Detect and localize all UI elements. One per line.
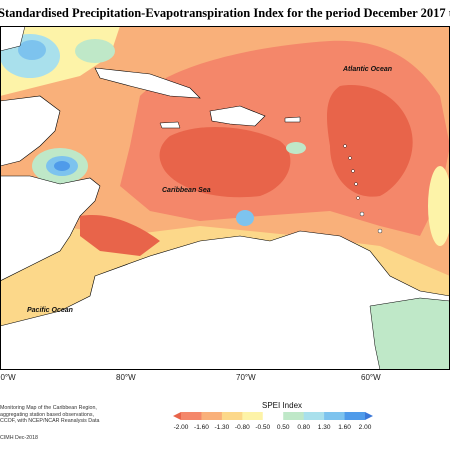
legend-swatch (283, 412, 304, 420)
spei-field-wettest-honduras (54, 161, 70, 171)
land-south-america (0, 230, 450, 370)
credit-line-3: CCOF, with NCEP/NCAR Reanalysis Data (0, 418, 100, 424)
legend-swatch (262, 412, 284, 420)
label-caribbean-sea: Caribbean Sea (162, 187, 211, 194)
longitude-label-60w: 60°W (361, 373, 381, 382)
credit-line-5: CIMH Dec-2018 (0, 435, 38, 441)
legend-swatch (181, 412, 202, 420)
legend-tick-label: -2.00 (173, 424, 189, 431)
land-cuba (94, 67, 201, 99)
legend-swatch (365, 412, 373, 420)
spei-field-wet-bahamas (75, 39, 115, 63)
longitude-label-70w: 70°W (236, 373, 256, 382)
legend-swatch (201, 412, 223, 420)
land-florida (0, 26, 26, 52)
legend-swatch (173, 412, 181, 420)
legend-tick-label: 0.80 (297, 424, 310, 431)
spei-field-very-dry-atlantic (327, 85, 413, 197)
label-atlantic-ocean: Atlantic Ocean (342, 66, 392, 73)
spei-field-very-dry-caribbean (159, 126, 291, 198)
legend-tick-label: 0.50 (276, 424, 290, 431)
legend-tick-label: -1.30 (214, 424, 230, 431)
legend-tick-label: 1.30 (317, 424, 331, 431)
legend-swatch (324, 412, 345, 420)
spei-field-wet-maracaibo (236, 210, 254, 226)
longitude-label-80w: 80°W (116, 373, 136, 382)
legend-tick-label: -0.80 (234, 424, 250, 431)
legend-swatch (221, 412, 243, 420)
land-puerto-rico (284, 116, 301, 123)
legend-tick-label: -0.50 (255, 424, 271, 431)
legend-tick-label: 1.60 (338, 424, 351, 431)
land-jamaica (159, 121, 181, 129)
spei-field-wet-puerto-rico (286, 142, 306, 154)
legend-swatch (303, 412, 325, 420)
spei-map: Atlantic Ocean Caribbean Sea Pacific Oce… (0, 26, 450, 370)
map-title: Standardised Precipitation-Evapotranspir… (0, 0, 450, 26)
legend-swatch (242, 412, 264, 420)
legend-colorbar (173, 412, 373, 420)
label-pacific-ocean: Pacific Ocean (27, 307, 73, 314)
spei-field-neutral-east (428, 166, 450, 246)
map-title-text: Standardised Precipitation-Evapotranspir… (0, 6, 450, 20)
footer-area (0, 370, 450, 450)
legend-title: SPEI Index (262, 401, 303, 410)
legend-swatch (344, 412, 366, 420)
longitude-label-90w: 90°W (0, 373, 16, 382)
land-hispaniola (209, 105, 266, 127)
spei-field-wetter-nw (18, 40, 46, 60)
lesser-antilles (343, 144, 383, 234)
credit-line-1: Monitoring Map of the Caribbean Region, (0, 405, 97, 411)
legend-tick-label: 2.00 (358, 424, 372, 431)
land-central-america (0, 175, 101, 282)
legend-tick-label: -1.60 (194, 424, 209, 431)
land-mexico (0, 95, 61, 167)
credit-line-2: aggregating station based observations, (0, 411, 94, 418)
spei-field-wet-guianas (369, 297, 450, 370)
spei-field-dry-panama (80, 215, 160, 256)
